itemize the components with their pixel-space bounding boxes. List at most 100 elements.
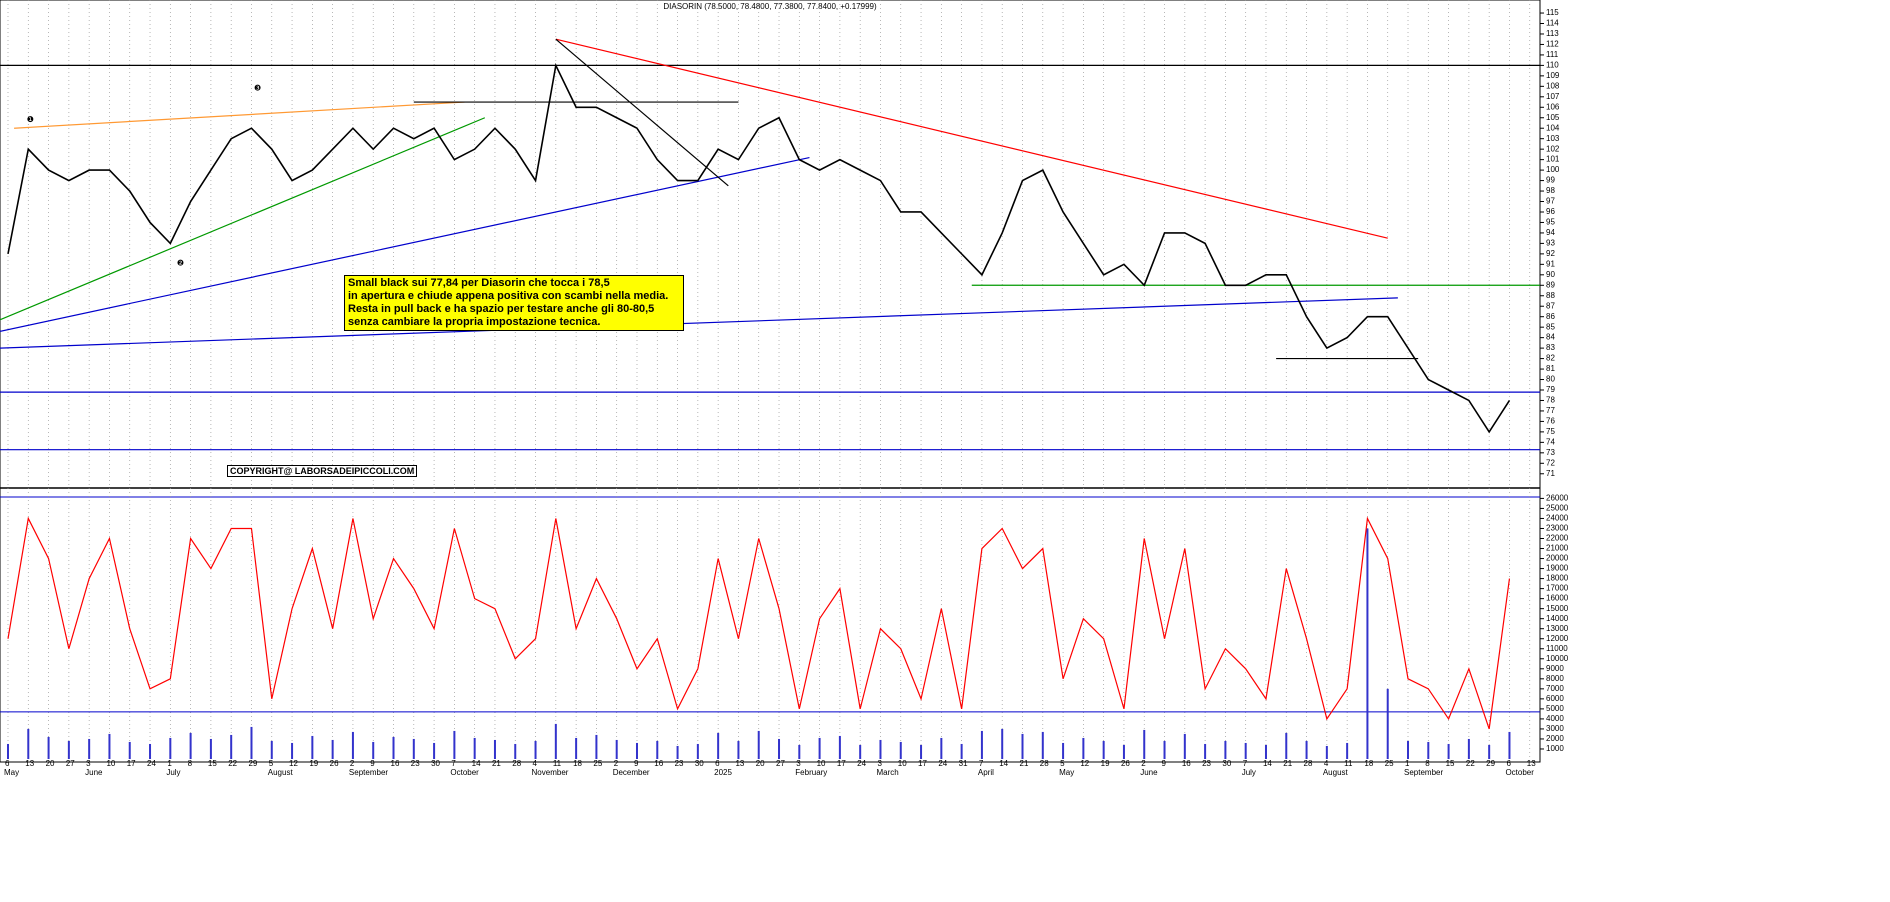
volume-bar — [331, 739, 334, 759]
x-tick-label: 20 — [46, 759, 55, 768]
month-label: June — [1140, 768, 1158, 777]
x-tick-label: 11 — [553, 759, 562, 768]
annotation-line: senza cambiare la propria impostazione t… — [348, 316, 601, 328]
x-tick-label: 9 — [1162, 759, 1167, 768]
y-tick-label: 9000 — [1546, 664, 1564, 673]
y-tick-label: 94 — [1546, 228, 1555, 237]
y-tick-label: 80 — [1546, 375, 1555, 384]
month-label: May — [1059, 768, 1074, 777]
annotation-line: in apertura e chiude appena positiva con… — [348, 290, 669, 302]
volume-bar — [1508, 731, 1511, 759]
volume-bar — [1427, 741, 1430, 759]
month-label: April — [978, 768, 994, 777]
y-tick-label: 76 — [1546, 417, 1555, 426]
x-tick-label: 31 — [959, 759, 968, 768]
y-tick-label: 2000 — [1546, 734, 1564, 743]
y-tick-label: 79 — [1546, 385, 1555, 394]
x-tick-label: 28 — [512, 759, 521, 768]
x-tick-label: 7 — [979, 759, 984, 768]
y-tick-label: 115 — [1546, 8, 1559, 17]
volume-bar — [250, 726, 253, 759]
copyright: COPYRIGHT@ LABORSADEIPICCOLI.COM — [227, 465, 418, 477]
volume-bar — [493, 739, 496, 759]
volume-bar — [635, 742, 638, 759]
volume-bar — [1285, 732, 1288, 759]
volume-bar — [615, 739, 618, 759]
y-tick-label: 11000 — [1546, 644, 1568, 653]
x-tick-label: 2 — [614, 759, 619, 768]
x-tick-label: 13 — [735, 759, 744, 768]
volume-bar — [453, 730, 456, 759]
x-tick-label: 23 — [675, 759, 684, 768]
y-tick-label: 20000 — [1546, 554, 1569, 563]
x-tick-label: 16 — [391, 759, 400, 768]
x-tick-label: 12 — [289, 759, 298, 768]
x-tick-label: 7 — [451, 759, 456, 768]
plot-frame — [0, 0, 1541, 763]
x-tick-label: 6 — [5, 759, 10, 768]
month-label: May — [4, 768, 19, 777]
month-label: August — [1323, 768, 1349, 777]
x-tick-label: 4 — [533, 759, 538, 768]
y-tick-label: 1000 — [1546, 744, 1564, 753]
y-tick-label: 113 — [1546, 29, 1559, 38]
x-tick-label: 18 — [1364, 759, 1373, 768]
wave-marker: ❸ — [254, 84, 261, 93]
volume-bar — [859, 744, 862, 759]
x-tick-label: 27 — [66, 759, 75, 768]
x-tick-label: 16 — [1182, 759, 1191, 768]
volume-bar — [169, 737, 172, 759]
y-tick-label: 107 — [1546, 92, 1560, 101]
y-tick-label: 78 — [1546, 396, 1555, 405]
x-tick-label: 30 — [431, 759, 440, 768]
volume-bar — [757, 730, 760, 759]
x-tick-label: 21 — [1283, 759, 1292, 768]
volume-bar — [1163, 740, 1166, 759]
volume-bar — [392, 736, 395, 759]
x-tick-label: 30 — [695, 759, 704, 768]
y-tick-label: 101 — [1546, 155, 1560, 164]
volume-bar — [1224, 740, 1227, 759]
volume-bar — [1488, 744, 1491, 759]
y-tick-label: 17000 — [1546, 584, 1569, 593]
y-tick-label: 112 — [1546, 40, 1559, 49]
volume-bar — [1041, 731, 1044, 759]
x-tick-label: 17 — [837, 759, 846, 768]
y-tick-label: 73 — [1546, 448, 1555, 457]
volume-bar — [534, 740, 537, 759]
x-tick-label: 28 — [1304, 759, 1313, 768]
x-tick-label: 17 — [918, 759, 927, 768]
month-label: 2025 — [714, 768, 732, 777]
x-tick-label: 23 — [411, 759, 420, 768]
trendline — [0, 297, 1398, 349]
volume-bar — [1467, 738, 1470, 759]
volume-bar — [149, 743, 152, 759]
volume-bar — [737, 740, 740, 759]
volume-bar — [879, 739, 882, 759]
y-tick-label: 72 — [1546, 458, 1555, 467]
volume-bar — [1325, 745, 1328, 759]
x-tick-label: 21 — [492, 759, 501, 768]
volume-bar — [656, 740, 659, 759]
x-tick-label: 20 — [756, 759, 765, 768]
volume-bar — [1001, 728, 1004, 759]
y-tick-label: 84 — [1546, 333, 1555, 342]
volume-bar — [230, 734, 233, 759]
annotation-line: Small black sui 77,84 per Diasorin che t… — [348, 277, 610, 289]
volume-bar — [1305, 740, 1308, 759]
x-tick-label: 25 — [593, 759, 602, 768]
volume-bar — [554, 723, 557, 759]
wave-marker: ❷ — [177, 258, 184, 267]
volume-bar — [108, 733, 111, 759]
y-tick-label: 106 — [1546, 102, 1560, 111]
y-tick-label: 74 — [1546, 437, 1555, 446]
y-tick-label: 95 — [1546, 218, 1555, 227]
y-tick-label: 91 — [1546, 259, 1555, 268]
y-tick-label: 98 — [1546, 186, 1555, 195]
volume-bar — [67, 740, 70, 759]
y-tick-label: 89 — [1546, 280, 1555, 289]
volume-bar — [1122, 744, 1125, 759]
x-tick-label: 12 — [1080, 759, 1089, 768]
trendline — [555, 38, 1388, 239]
